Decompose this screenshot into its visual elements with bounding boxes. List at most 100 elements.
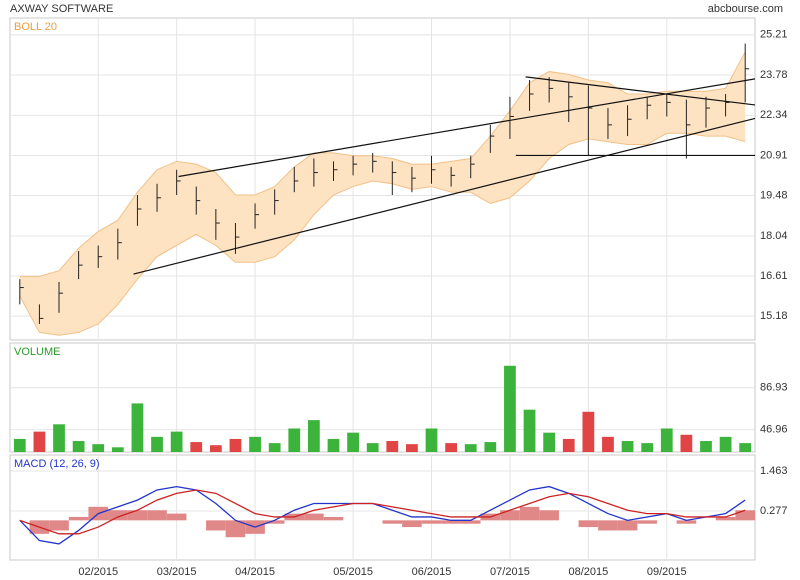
macd-histogram bbox=[578, 520, 599, 528]
volume-bar bbox=[445, 443, 457, 452]
x-tick-label: 02/2015 bbox=[78, 566, 118, 578]
macd-histogram bbox=[264, 520, 285, 524]
volume-bar bbox=[406, 444, 418, 452]
source: abcbourse.com bbox=[708, 3, 783, 15]
trendline bbox=[525, 76, 756, 106]
volume-bar bbox=[151, 436, 163, 452]
panel-title: MACD (12, 26, 9) bbox=[14, 458, 100, 470]
volume-bar bbox=[92, 444, 105, 452]
macd-histogram bbox=[108, 510, 128, 521]
volume-bar bbox=[504, 365, 516, 452]
lower-band bbox=[19, 132, 746, 336]
volume-bar bbox=[425, 428, 438, 452]
macd-line bbox=[19, 485, 746, 545]
x-tick-label: 08/2015 bbox=[568, 566, 608, 578]
volume-bar bbox=[268, 443, 281, 452]
volume-bar bbox=[621, 441, 634, 452]
macd-histogram bbox=[460, 520, 481, 524]
macd-histogram bbox=[304, 513, 324, 521]
macd-histogram bbox=[323, 516, 344, 521]
volume-bar bbox=[700, 441, 712, 452]
macd-histogram bbox=[637, 520, 657, 524]
macd-histogram bbox=[166, 513, 187, 521]
volume-bar bbox=[464, 444, 477, 452]
y-tick-label: 18.04 bbox=[760, 230, 788, 242]
macd-histogram bbox=[49, 520, 69, 531]
volume-bar bbox=[72, 441, 85, 452]
volume-bar bbox=[641, 443, 654, 452]
volume-bar bbox=[386, 441, 399, 452]
macd-histogram bbox=[617, 520, 638, 531]
volume-bar bbox=[347, 432, 359, 452]
volume-bar bbox=[229, 438, 242, 452]
macd-histogram bbox=[735, 510, 755, 521]
marks-layer bbox=[13, 43, 756, 545]
volume-bar bbox=[13, 438, 26, 452]
macd-histogram bbox=[519, 506, 540, 521]
x-tick-label: 09/2015 bbox=[647, 566, 687, 578]
macd-histogram bbox=[147, 510, 167, 521]
macd-histogram bbox=[676, 520, 697, 524]
macd-histogram bbox=[127, 510, 148, 521]
panel-title: VOLUME bbox=[14, 346, 60, 358]
macd-histogram bbox=[539, 510, 559, 521]
macd-histogram bbox=[421, 520, 442, 524]
y-tick-label: 0.277 bbox=[760, 505, 788, 517]
volume-frame bbox=[9, 342, 756, 453]
panel-title: BOLL 20 bbox=[14, 21, 57, 33]
volume-bar bbox=[209, 445, 222, 452]
x-tick-label: 04/2015 bbox=[235, 566, 275, 578]
macd-frame bbox=[9, 454, 756, 561]
volume-bar bbox=[739, 443, 752, 452]
volume-bar bbox=[249, 436, 261, 452]
y-tick-label: 16.61 bbox=[760, 270, 788, 282]
volume-bar bbox=[582, 411, 595, 452]
y-tick-label: 22.34 bbox=[760, 109, 788, 121]
band-fill bbox=[19, 51, 746, 336]
volume-bar bbox=[190, 442, 203, 452]
volume-bar bbox=[308, 420, 320, 452]
volume-bar bbox=[719, 436, 732, 452]
volume-bar bbox=[327, 438, 340, 452]
volume-bar bbox=[602, 436, 614, 452]
volume-bar bbox=[660, 428, 673, 452]
macd-histogram bbox=[402, 520, 422, 528]
macd-histogram bbox=[382, 520, 403, 524]
volume-bar bbox=[680, 434, 693, 452]
macd-histogram bbox=[500, 510, 520, 521]
y-tick-label: 86.93 bbox=[760, 382, 788, 394]
x-tick-label: 05/2015 bbox=[333, 566, 373, 578]
volume-bar bbox=[288, 428, 301, 452]
volume-bar bbox=[53, 424, 65, 452]
y-tick-label: 20.91 bbox=[760, 149, 788, 161]
volume-bar bbox=[366, 443, 379, 452]
macd-histogram bbox=[598, 520, 618, 531]
y-tick-label: 19.48 bbox=[760, 189, 788, 201]
upper-band bbox=[19, 51, 746, 277]
volume-bar bbox=[131, 403, 144, 452]
volume-bar bbox=[33, 431, 46, 452]
macd-histogram bbox=[441, 520, 461, 524]
volume-bar bbox=[111, 447, 124, 452]
chart-title: AXWAY SOFTWARE bbox=[10, 3, 113, 15]
volume-bar bbox=[170, 431, 183, 452]
y-tick-label: 1.463 bbox=[760, 465, 788, 477]
x-tick-label: 06/2015 bbox=[412, 566, 452, 578]
macd-line bbox=[19, 489, 746, 535]
trendline bbox=[178, 78, 756, 178]
volume-bar bbox=[523, 409, 536, 452]
macd-histogram bbox=[206, 520, 226, 531]
price-frame bbox=[9, 17, 756, 341]
x-tick-label: 07/2015 bbox=[490, 566, 530, 578]
y-tick-label: 25.21 bbox=[760, 29, 788, 41]
trendline bbox=[133, 117, 756, 275]
macd-histogram bbox=[225, 520, 246, 538]
volume-bar bbox=[484, 442, 497, 452]
y-tick-label: 23.78 bbox=[760, 69, 788, 81]
volume-bar bbox=[543, 432, 556, 452]
volume-bar bbox=[562, 438, 575, 452]
y-tick-label: 46.96 bbox=[760, 423, 788, 435]
x-tick-label: 03/2015 bbox=[157, 566, 197, 578]
macd-histogram bbox=[715, 516, 736, 521]
